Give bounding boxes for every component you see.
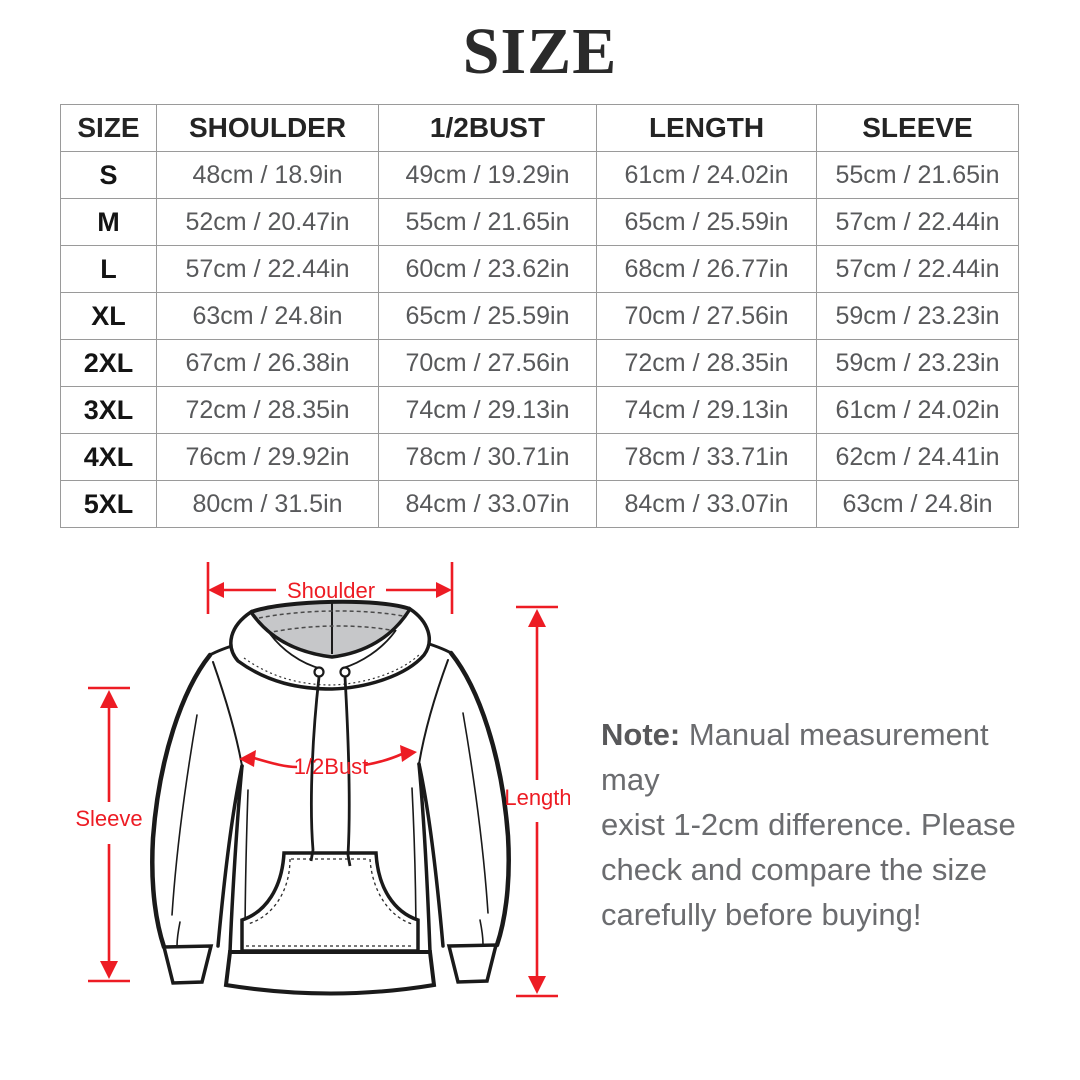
sleeve-cell: 55cm / 21.65in [816,151,1019,199]
size-table: SIZE SHOULDER 1/2BUST LENGTH SLEEVE S 48… [60,104,1019,528]
length-cell: 72cm / 28.35in [596,339,817,387]
bust-cell: 49cm / 19.29in [378,151,597,199]
length-dimension: Length [504,605,572,998]
bust-cell: 78cm / 30.71in [378,433,597,481]
shoulder-cell: 52cm / 20.47in [156,198,379,246]
bust-cell: 55cm / 21.65in [378,198,597,246]
shoulder-cell: 57cm / 22.44in [156,245,379,293]
size-cell: M [60,198,157,246]
length-cell: 78cm / 33.71in [596,433,817,481]
note-label: Note: [601,717,681,752]
header-row: SIZE SHOULDER 1/2BUST LENGTH SLEEVE [60,104,1019,152]
left-sleeve-outline [150,652,213,950]
right-drawstring [343,676,352,867]
sleeve-cell: 57cm / 22.44in [816,245,1019,293]
shoulder-cell: 63cm / 24.8in [156,292,379,340]
cuffs [161,943,499,985]
hoodie-measurement-diagram: Shoulder 1/2Bust Length Sleeve [60,550,572,1020]
shoulder-cell: 80cm / 31.5in [156,480,379,528]
size-cell: 3XL [60,386,157,434]
size-cell: S [60,151,157,199]
table-row: 2XL 67cm / 26.38in 70cm / 27.56in 72cm /… [60,339,1019,387]
sleeve-cell: 59cm / 23.23in [816,339,1019,387]
bust-cell: 65cm / 25.59in [378,292,597,340]
hoodie-diagram-svg: Shoulder 1/2Bust Length Sleeve [75,562,572,998]
bust-cell: 74cm / 29.13in [378,386,597,434]
length-cell: 61cm / 24.02in [596,151,817,199]
column-header-length: LENGTH [596,104,817,152]
table-row: M 52cm / 20.47in 55cm / 21.65in 65cm / 2… [60,198,1019,246]
shoulder-cell: 72cm / 28.35in [156,386,379,434]
shoulder-cell: 48cm / 18.9in [156,151,379,199]
shoulder-label: Shoulder [287,578,375,603]
hem-band [223,950,437,996]
size-cell: L [60,245,157,293]
column-header-sleeve: SLEEVE [816,104,1019,152]
sleeve-cell: 57cm / 22.44in [816,198,1019,246]
length-cell: 84cm / 33.07in [596,480,817,528]
page-title: SIZE [462,15,618,88]
bust-dimension: 1/2Bust [239,745,417,779]
shoulder-dimension: Shoulder [206,562,454,614]
length-cell: 70cm / 27.56in [596,292,817,340]
sleeve-dimension: Sleeve [75,686,143,983]
shoulder-cell: 67cm / 26.38in [156,339,379,387]
pocket [240,851,420,953]
right-sleeve-outline [448,650,511,948]
left-drawstring [309,676,321,862]
body-and-sleeves [150,639,511,954]
length-cell: 68cm / 26.77in [596,245,817,293]
sleeve-label: Sleeve [75,806,142,831]
size-cell: 2XL [60,339,157,387]
left-eyelet [313,666,325,678]
column-header-shoulder: SHOULDER [156,104,379,152]
bust-cell: 70cm / 27.56in [378,339,597,387]
size-cell: 4XL [60,433,157,481]
sleeve-cell: 62cm / 24.41in [816,433,1019,481]
left-cuff [161,944,214,985]
table-row: 3XL 72cm / 28.35in 74cm / 29.13in 74cm /… [60,386,1019,434]
right-cuff [446,943,499,984]
sleeve-cell: 59cm / 23.23in [816,292,1019,340]
hood [250,599,411,656]
size-cell: XL [60,292,157,340]
sleeve-cell: 63cm / 24.8in [816,480,1019,528]
shoulder-cell: 76cm / 29.92in [156,433,379,481]
column-header-size: SIZE [60,104,157,152]
length-cell: 65cm / 25.59in [596,198,817,246]
body-right-edge [417,762,432,954]
bust-label: 1/2Bust [294,754,369,779]
drawstrings [309,666,352,867]
sleeve-cell: 61cm / 24.02in [816,386,1019,434]
size-cell: 5XL [60,480,157,528]
note-text: Manual measurement may exist 1-2cm diffe… [601,717,1016,932]
table-row: S 48cm / 18.9in 49cm / 19.29in 61cm / 24… [60,151,1019,199]
length-cell: 74cm / 29.13in [596,386,817,434]
length-label: Length [504,785,570,810]
table-row: 4XL 76cm / 29.92in 78cm / 30.71in 78cm /… [60,433,1019,481]
bust-cell: 84cm / 33.07in [378,480,597,528]
body-left-edge [228,764,244,954]
column-header-bust: 1/2BUST [378,104,597,152]
right-eyelet [339,666,351,678]
bust-cell: 60cm / 23.62in [378,245,597,293]
table-row: 5XL 80cm / 31.5in 84cm / 33.07in 84cm / … [60,480,1019,528]
table-row: L 57cm / 22.44in 60cm / 23.62in 68cm / 2… [60,245,1019,293]
table-row: XL 63cm / 24.8in 65cm / 25.59in 70cm / 2… [60,292,1019,340]
note-block: Note: Manual measurement may exist 1-2cm… [601,712,1046,937]
